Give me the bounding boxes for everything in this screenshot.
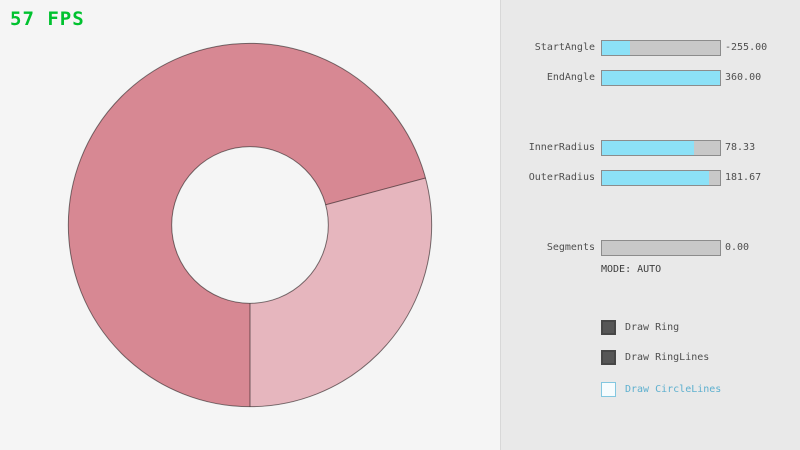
segments-mode-text: MODE: AUTO	[601, 264, 662, 275]
outerradius-value: 181.67	[725, 172, 762, 183]
outerradius-row: OuterRadius 181.67	[501, 170, 800, 186]
innerradius-value: 78.33	[725, 142, 756, 153]
draw-ringlines-row: Draw RingLines	[601, 350, 800, 366]
startangle-label: StartAngle	[534, 42, 595, 53]
ring-start-angle-line	[325, 177, 426, 206]
draw-ringlines-checkbox[interactable]	[601, 350, 616, 365]
ring-single-region	[250, 178, 432, 407]
innerradius-label: InnerRadius	[528, 142, 595, 153]
segments-slider[interactable]	[601, 240, 721, 256]
endangle-slider[interactable]	[601, 70, 721, 86]
controls-panel: StartAngle -255.00 EndAngle 360.00 Inner…	[500, 0, 800, 450]
endangle-slider-fill	[602, 71, 720, 85]
draw-ring-checkbox[interactable]	[601, 320, 616, 335]
endangle-row: EndAngle 360.00	[501, 70, 800, 86]
startangle-slider-fill	[602, 41, 631, 55]
draw-circlelines-checkbox[interactable]	[601, 382, 616, 397]
startangle-row: StartAngle -255.00	[501, 40, 800, 56]
ring-canvas: 57 FPS	[10, 8, 433, 408]
draw-ring-label: Draw Ring	[625, 322, 680, 333]
segments-label: Segments	[546, 242, 595, 253]
draw-circlelines-label: Draw CircleLines	[625, 384, 722, 395]
segments-value: 0.00	[725, 242, 750, 253]
innerradius-slider[interactable]	[601, 140, 721, 156]
draw-ring-row: Draw Ring	[601, 320, 800, 336]
fps-counter: 57 FPS	[10, 8, 85, 30]
ring-inner-hole	[171, 146, 329, 304]
draw-circlelines-row: Draw CircleLines	[601, 382, 800, 398]
outerradius-slider[interactable]	[601, 170, 721, 186]
draw-ringlines-label: Draw RingLines	[625, 352, 710, 363]
innerradius-slider-fill	[602, 141, 695, 155]
endangle-label: EndAngle	[546, 72, 595, 83]
ring-figure	[67, 42, 433, 408]
endangle-value: 360.00	[725, 72, 762, 83]
outerradius-label: OuterRadius	[528, 172, 595, 183]
startangle-value: -255.00	[725, 42, 768, 53]
outerradius-slider-fill	[602, 171, 710, 185]
startangle-slider[interactable]	[601, 40, 721, 56]
segments-row: Segments 0.00	[501, 240, 800, 256]
innerradius-row: InnerRadius 78.33	[501, 140, 800, 156]
